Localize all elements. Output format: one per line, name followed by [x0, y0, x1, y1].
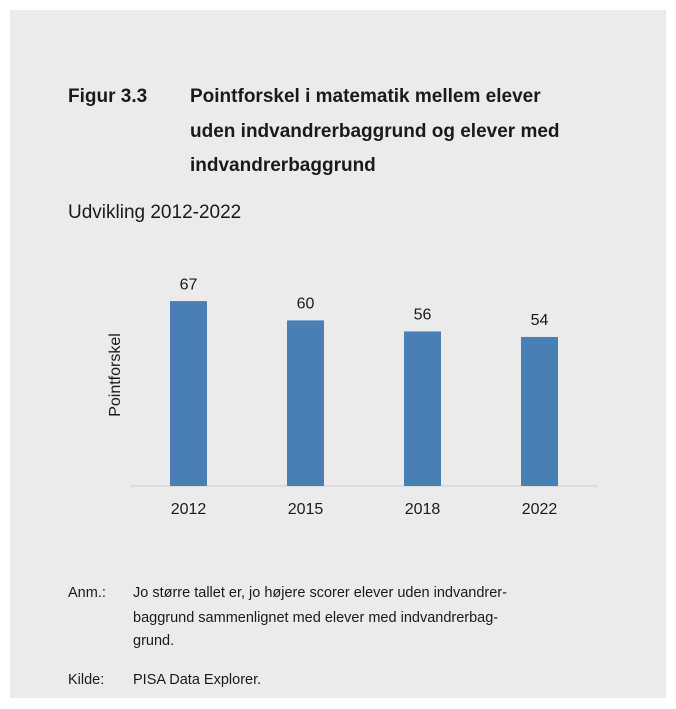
x-tick-label: 2012 — [171, 501, 207, 518]
note-line: grund. — [133, 633, 174, 649]
x-tick-label: 2022 — [522, 501, 558, 518]
note-line: Jo større tallet er, jo højere scorer el… — [133, 585, 507, 601]
data-label: 54 — [531, 312, 549, 329]
note-label: Anm.: — [68, 585, 106, 601]
bar — [287, 320, 324, 486]
bar — [170, 301, 207, 486]
data-label: 60 — [297, 296, 315, 313]
subtitle: Udvikling 2012-2022 — [68, 202, 241, 223]
data-label: 67 — [180, 276, 198, 293]
note-line: baggrund sammenlignet med elever med ind… — [133, 610, 498, 626]
title-line: uden indvandrerbaggrund og elever med — [190, 121, 560, 142]
figure-label: Figur 3.3 — [68, 86, 147, 107]
x-tick-label: 2018 — [405, 501, 441, 518]
title-line: Pointforskel i matematik mellem elever — [190, 86, 541, 107]
bar — [521, 336, 558, 486]
source-text: PISA Data Explorer. — [133, 672, 261, 688]
source-label: Kilde: — [68, 672, 104, 688]
data-label: 56 — [414, 307, 432, 324]
y-axis-label: Pointforskel — [107, 333, 124, 417]
title-line: indvandrerbaggrund — [190, 155, 376, 176]
x-tick-label: 2015 — [288, 501, 324, 518]
bar — [404, 331, 441, 486]
